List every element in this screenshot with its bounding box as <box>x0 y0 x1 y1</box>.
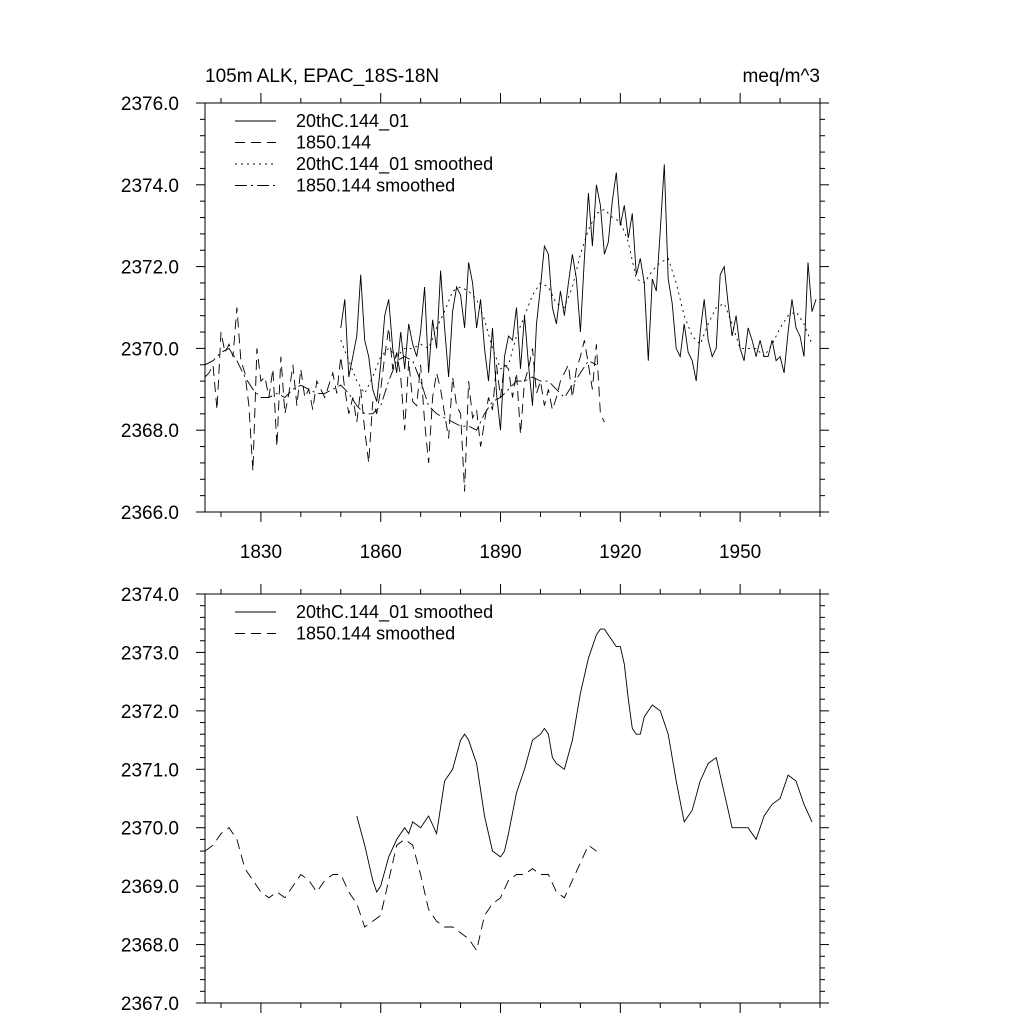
series-line-3 <box>340 208 813 395</box>
series-line-2 <box>204 827 597 952</box>
y-tick-label: 2371.0 <box>121 760 179 781</box>
y-tick-label: 2374.0 <box>121 176 179 197</box>
x-tick-label: 1950 <box>719 542 761 563</box>
y-tick-label: 2373.0 <box>121 643 179 664</box>
y-tick-label: 2366.0 <box>121 503 179 524</box>
y-tick-label: 2368.0 <box>121 936 179 957</box>
y-tick-label: 2376.0 <box>121 94 179 115</box>
x-tick-label: 1920 <box>599 542 641 563</box>
legend-label-1: 20thC.144_01 <box>296 111 409 132</box>
y-tick-label: 2367.0 <box>121 994 179 1015</box>
y-tick-label: 2372.0 <box>121 258 179 279</box>
y-tick-label: 2368.0 <box>121 421 179 442</box>
series-line-2 <box>204 307 605 492</box>
legend-label-3: 20thC.144_01 smoothed <box>296 154 493 175</box>
x-tick-label: 1830 <box>240 542 282 563</box>
series-line-4 <box>204 347 597 431</box>
chart-panel-1: 2366.0 2368.0 2370.0 2372.0 2374.0 2376.0 1830… <box>121 66 829 563</box>
plot-frame <box>204 102 821 513</box>
y-tick-label: 2370.0 <box>121 339 179 360</box>
y-tick-label: 2372.0 <box>121 702 179 723</box>
legend-label-1: 20thC.144_01 smoothed <box>296 602 493 623</box>
chart-units: meq/m^3 <box>742 66 820 87</box>
plot-frame <box>204 593 821 1004</box>
series-line-1 <box>340 164 817 431</box>
chart-title: 105m ALK, EPAC_18S-18N <box>205 66 439 87</box>
legend-label-2: 1850.144 smoothed <box>296 624 455 644</box>
x-tick-label: 1860 <box>360 542 402 563</box>
chart-panel-2: 2367.0 2368.0 2369.0 2370.0 2371.0 2372.0 2373… <box>121 584 829 1015</box>
legend-label-4: 1850.144 smoothed <box>296 176 455 196</box>
series-line-1 <box>356 628 813 893</box>
y-tick-label: 2374.0 <box>121 585 179 606</box>
legend-label-2: 1850.144 <box>296 133 371 153</box>
y-tick-label: 2369.0 <box>121 877 179 898</box>
y-tick-label: 2370.0 <box>121 819 179 840</box>
x-tick-label: 1890 <box>479 542 521 563</box>
